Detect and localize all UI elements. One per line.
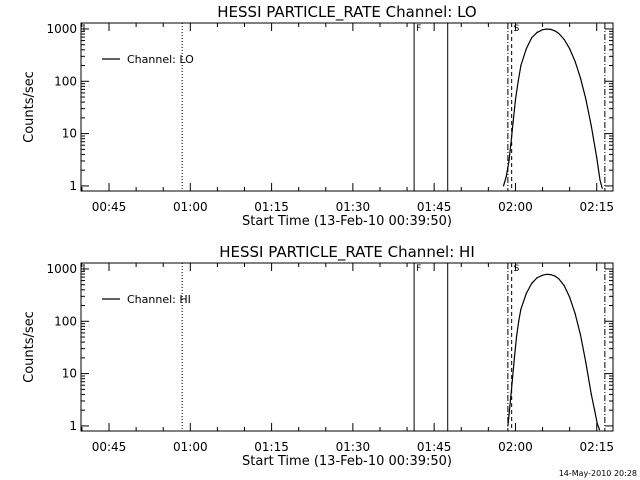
panel0-data-point — [542, 29, 544, 31]
panel0-x-tick-label: 00:45 — [92, 200, 127, 214]
panel1-data-point — [569, 296, 571, 298]
panel1-data-point — [596, 423, 598, 425]
panel0-data-point — [558, 32, 560, 35]
panel0-data-point — [525, 48, 527, 50]
panel0-data-point — [585, 98, 587, 100]
panel0-x-tick-label: 01:15 — [254, 200, 289, 214]
panel0-chart-title: HESSI PARTICLE_RATE Channel: LO — [217, 3, 476, 22]
panel0-annotation-label: S — [514, 24, 520, 34]
panel1-x-axis-label: Start Time (13-Feb-10 00:39:50) — [242, 454, 452, 469]
panel0-axes-frame — [80, 22, 614, 192]
panel1-data-point — [590, 393, 592, 395]
panel0-legend-label: Channel: LO — [127, 53, 194, 66]
panel0-x-tick-label: 01:45 — [417, 200, 452, 214]
panel0-y-tick-label: 100 — [54, 74, 77, 88]
panel1-y-axis-label: Counts/sec — [22, 311, 37, 383]
panel1-series-line — [507, 273, 601, 430]
panel1-data-point — [574, 313, 576, 315]
panel0-data-point — [505, 176, 507, 178]
panel0-data-point — [590, 125, 592, 127]
panel0-data-point — [517, 80, 519, 82]
panel0-data-point — [510, 141, 512, 143]
panel0-y-tick-label: 1 — [69, 179, 77, 193]
panel1-y-tick-label: 10 — [62, 367, 77, 381]
footer-timestamp: 14-May-2010 20:28 — [559, 469, 637, 478]
panel1-data-point — [598, 429, 601, 431]
panel0-data-point — [512, 119, 514, 121]
panel0-data-point — [596, 156, 598, 159]
panel0-data-point — [514, 98, 517, 100]
panel0-data-point — [563, 38, 565, 41]
panel0-data-point — [569, 48, 571, 50]
panel0-data-point — [601, 187, 603, 189]
panel1-data-point — [536, 277, 538, 279]
panel0-data-point — [531, 37, 533, 39]
panel-hi-channel: HESSI PARTICLE_RATE Channel: HI 00:45 01:0… — [22, 243, 614, 469]
panel1-x-tick-label: 01:30 — [336, 440, 371, 454]
panel1-data-point — [515, 336, 518, 338]
panel1-x-tick-label: 01:15 — [254, 440, 289, 454]
panel1-data-point — [579, 334, 582, 336]
panel1-y-tick-label: 100 — [54, 314, 77, 328]
panel1-annotation-label: S — [514, 264, 520, 274]
panel1-legend-label: Channel: HI — [127, 293, 191, 306]
panel0-x-tick-label: 02:00 — [498, 200, 533, 214]
panel0-data-point — [508, 160, 510, 162]
panel1-axes-frame — [80, 262, 614, 432]
panel1-data-point — [511, 381, 513, 383]
panel0-data-point — [536, 31, 538, 33]
panel0-data-point — [554, 30, 556, 32]
panel0-data-point — [574, 60, 576, 63]
panel1-x-tick-label: 02:15 — [579, 440, 614, 454]
panel0-data-point — [550, 28, 552, 30]
panel1-x-tick-label: 02:00 — [498, 440, 533, 454]
panel1-data-point — [554, 275, 556, 277]
panel0-y-tick-label: 1000 — [46, 22, 77, 36]
panel0-data-point — [520, 64, 522, 67]
panel1-data-point — [509, 404, 511, 406]
panel1-data-point — [518, 320, 520, 322]
panel0-annotation-label: F — [416, 24, 421, 34]
panel0-series-line — [502, 28, 603, 189]
panel1-data-point — [507, 425, 509, 427]
panel1-x-tick-label: 01:00 — [173, 440, 208, 454]
panel1-data-point — [563, 285, 565, 287]
panel1-data-point — [585, 362, 587, 364]
panel1-data-point — [531, 282, 533, 284]
panel0-x-axis-label: Start Time (13-Feb-10 00:39:50) — [242, 214, 452, 229]
panel1-data-point — [525, 292, 527, 295]
panel0-data-point — [599, 179, 601, 181]
panel1-data-point — [520, 308, 522, 310]
panel1-y-tick-label: 1 — [69, 419, 77, 433]
panel1-data-point — [546, 273, 548, 275]
panel-lo-channel: HESSI PARTICLE_RATE Channel: LO 00:45 01:0… — [22, 3, 614, 229]
panel1-x-tick-label: 00:45 — [92, 440, 127, 454]
panel0-y-axis-label: Counts/sec — [22, 71, 37, 143]
panel1-y-tick-label: 1000 — [46, 262, 77, 276]
panel1-x-tick-label: 01:45 — [417, 440, 452, 454]
panel1-data-point — [542, 274, 544, 276]
panel1-annotation-label: F — [416, 264, 421, 274]
panel1-data-point — [558, 278, 560, 280]
panel0-y-tick-label: 10 — [62, 127, 77, 141]
panel1-data-point — [513, 357, 516, 359]
panel1-data-point — [594, 409, 596, 411]
panel0-x-tick-label: 02:15 — [579, 200, 614, 214]
panel1-data-point — [550, 274, 552, 276]
panel0-data-point — [502, 185, 505, 187]
panel0-data-point — [546, 28, 548, 30]
panel0-x-tick-label: 01:00 — [173, 200, 208, 214]
panel0-data-point — [579, 77, 582, 79]
panel0-x-tick-label: 01:30 — [336, 200, 371, 214]
panel1-chart-title: HESSI PARTICLE_RATE Channel: HI — [219, 243, 475, 262]
